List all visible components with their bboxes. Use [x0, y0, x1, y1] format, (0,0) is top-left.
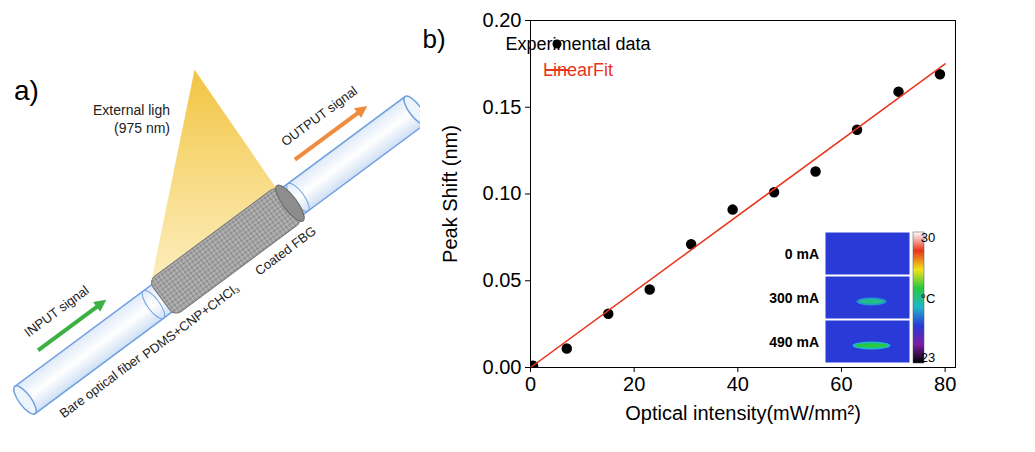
svg-text:0: 0 — [525, 373, 536, 395]
svg-text:490 mA: 490 mA — [769, 334, 819, 350]
svg-text:300 mA: 300 mA — [769, 290, 819, 306]
svg-text:External ligh: External ligh — [93, 102, 170, 118]
svg-text:(975 nm): (975 nm) — [114, 120, 170, 136]
svg-text:Bare optical fiber: Bare optical fiber — [57, 350, 145, 421]
svg-text:LinearFit: LinearFit — [543, 60, 613, 80]
svg-text:INPUT signal: INPUT signal — [21, 282, 91, 340]
svg-text:0.20: 0.20 — [483, 9, 522, 31]
svg-text:0.10: 0.10 — [483, 182, 522, 204]
svg-text:23: 23 — [921, 350, 935, 365]
svg-text:20: 20 — [623, 373, 645, 395]
svg-text:30: 30 — [921, 230, 935, 245]
svg-text:Optical intensity(mW/mm²): Optical intensity(mW/mm²) — [625, 402, 861, 424]
svg-text:a): a) — [14, 75, 39, 106]
svg-text:Peak Shift (nm): Peak Shift (nm) — [439, 125, 461, 263]
svg-text:0.05: 0.05 — [483, 269, 522, 291]
svg-text:PDMS+CNP+CHCl₃: PDMS+CNP+CHCl₃ — [140, 280, 243, 362]
svg-text:Experimental data: Experimental data — [505, 34, 651, 54]
svg-text:0.15: 0.15 — [483, 96, 522, 118]
svg-text:0 mA: 0 mA — [785, 246, 819, 262]
svg-text:80: 80 — [934, 373, 956, 395]
svg-text:40: 40 — [727, 373, 749, 395]
svg-text:OUTPUT signal: OUTPUT signal — [278, 83, 361, 150]
svg-text:Coated FBG: Coated FBG — [252, 223, 319, 278]
svg-text:°C: °C — [921, 291, 936, 306]
svg-text:b): b) — [422, 24, 445, 54]
svg-text:0.00: 0.00 — [483, 356, 522, 378]
svg-text:60: 60 — [830, 373, 852, 395]
